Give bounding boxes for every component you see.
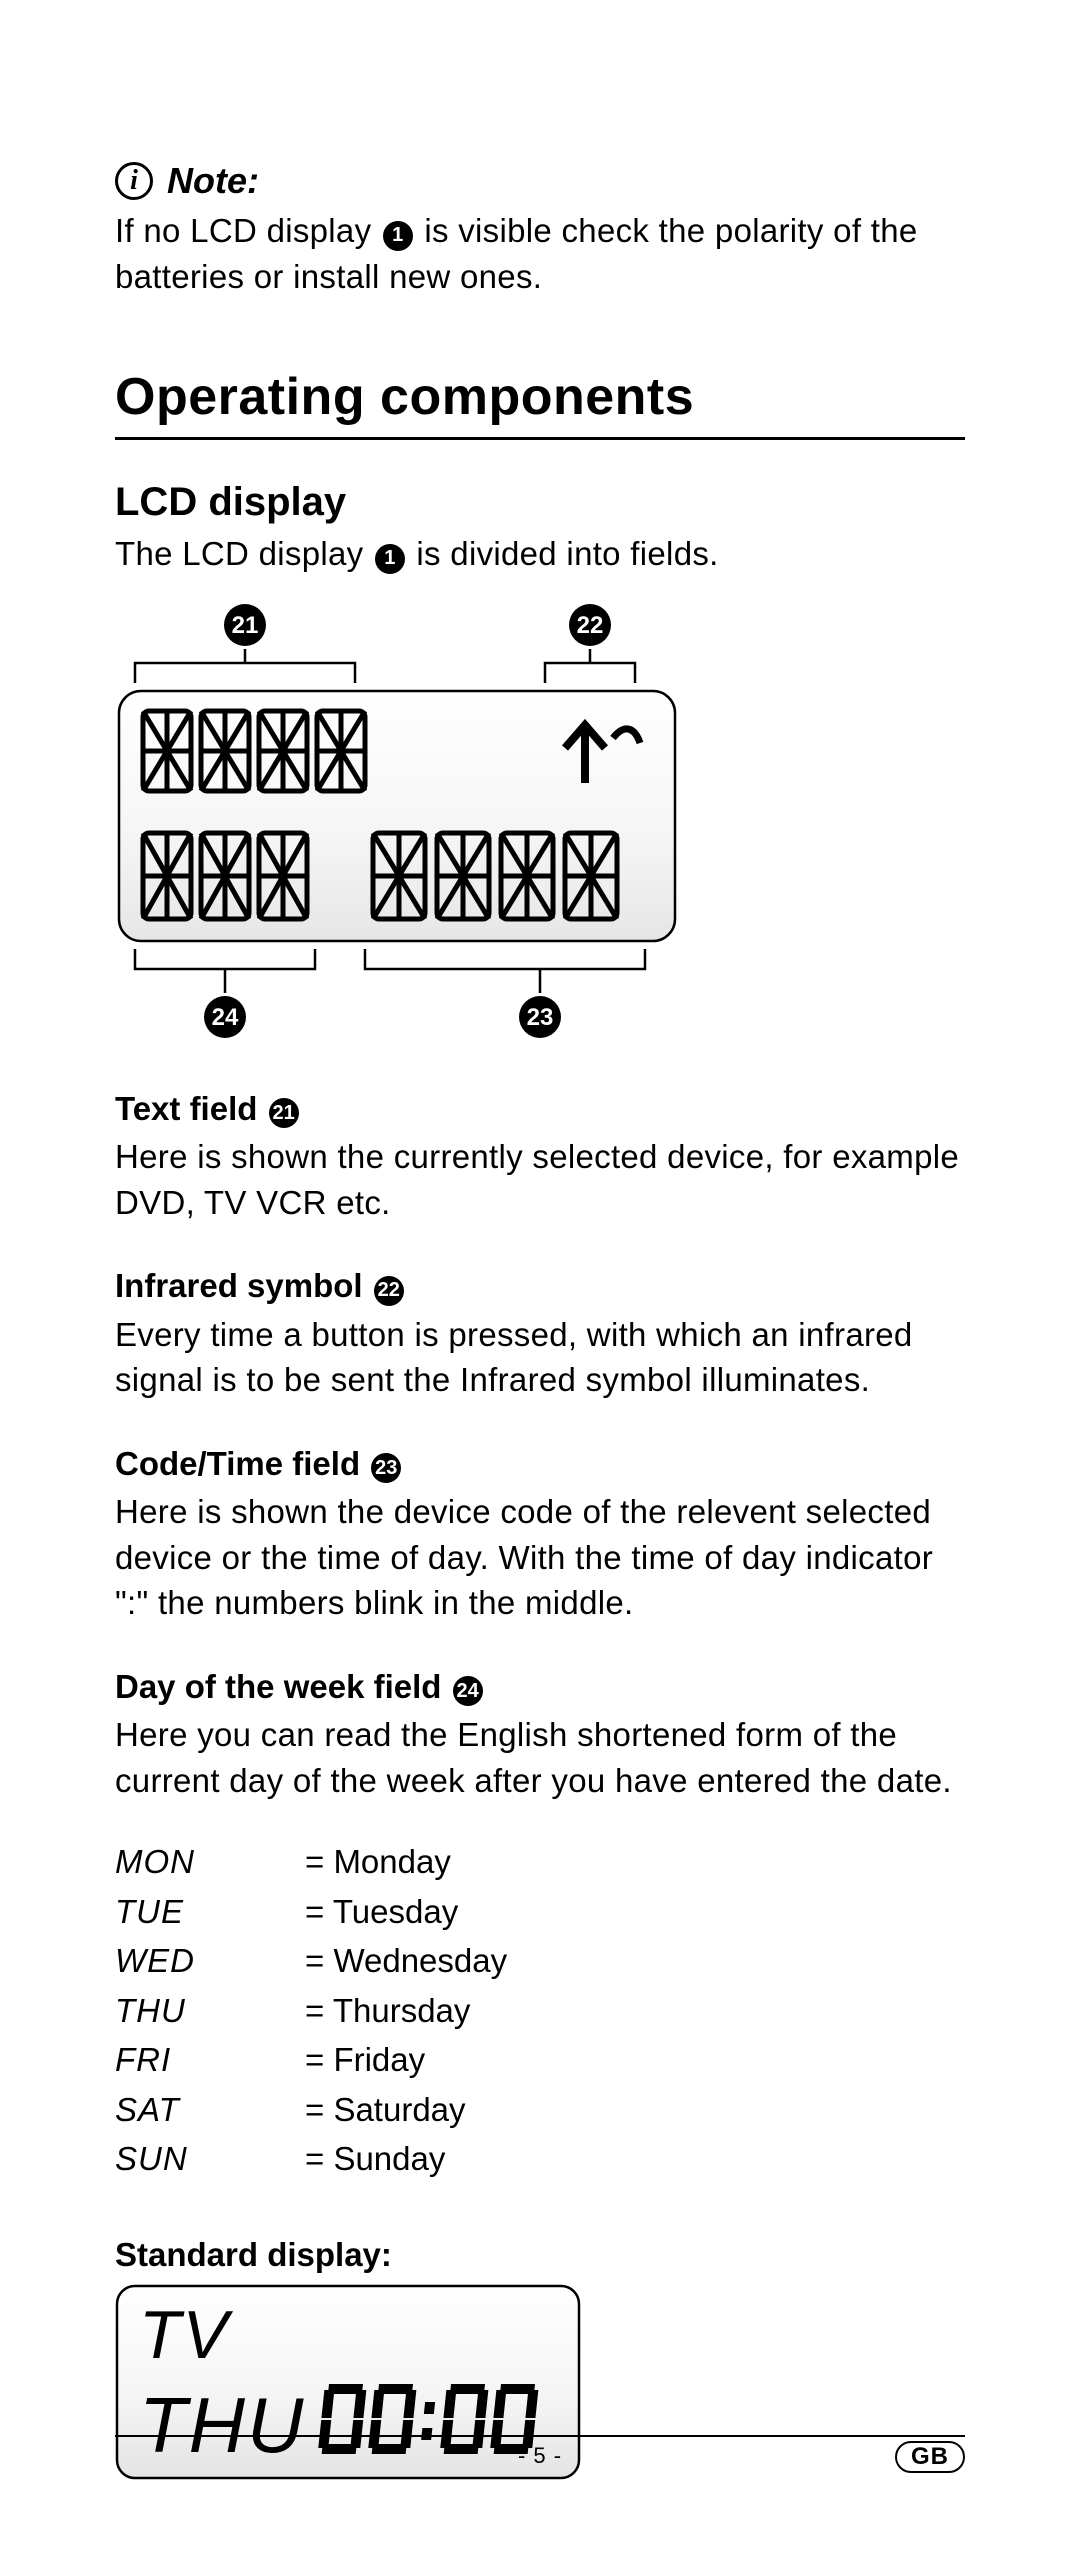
day-name: = Saturday [305, 2085, 466, 2135]
day-code: TUE [115, 1887, 305, 1937]
callout-23: 23 [519, 996, 561, 1038]
callout-24: 24 [204, 996, 246, 1038]
day-name: = Wednesday [305, 1936, 507, 1986]
svg-text:22: 22 [577, 612, 604, 639]
callout-21: 21 [224, 604, 266, 646]
day-name: = Monday [305, 1837, 451, 1887]
note-header: i Note: [115, 160, 965, 202]
day-code: SUN [115, 2134, 305, 2184]
day-code: WED [115, 1936, 305, 1986]
day-name: = Thursday [305, 1986, 470, 2036]
standard-heading: Standard display: [115, 2236, 965, 2274]
day-code: FRI [115, 2035, 305, 2085]
lcd-figure-svg: 21 22 [115, 603, 695, 1043]
manual-page: i Note: If no LCD display 1 is visible c… [0, 0, 1080, 2569]
lcd-figure: 21 22 [115, 603, 965, 1048]
text-field-body: Here is shown the currently selected dev… [115, 1134, 965, 1225]
svg-text:24: 24 [212, 1004, 239, 1031]
lcd-intro-after: is divided into fields. [407, 535, 719, 572]
day-code: SAT [115, 2085, 305, 2135]
day-row: FRI= Friday [115, 2035, 965, 2085]
note-heading: Note: [167, 160, 259, 202]
day-name: = Tuesday [305, 1887, 458, 1937]
infrared-body: Every time a button is pressed, with whi… [115, 1312, 965, 1403]
lcd-heading: LCD display [115, 480, 965, 525]
day-row: THU= Thursday [115, 1986, 965, 2036]
day-row: MON= Monday [115, 1837, 965, 1887]
svg-text:23: 23 [527, 1004, 554, 1031]
bracket-top-left [135, 649, 355, 683]
day-row: SUN= Sunday [115, 2134, 965, 2184]
bracket-bottom-left [135, 949, 315, 993]
day-code: THU [115, 1986, 305, 2036]
infrared-ref: 22 [374, 1276, 404, 1306]
code-time-ref: 23 [371, 1453, 401, 1483]
day-row: WED= Wednesday [115, 1936, 965, 1986]
svg-text:21: 21 [232, 612, 259, 639]
page-number: - 5 - [518, 2443, 562, 2469]
text-field-label: Text field 21 [115, 1090, 965, 1129]
infrared-label: Infrared symbol 22 [115, 1267, 965, 1306]
dow-ref: 24 [453, 1676, 483, 1706]
day-name: = Sunday [305, 2134, 445, 2184]
bracket-bottom-right [365, 949, 645, 993]
infrared-section: Infrared symbol 22 Every time a button i… [115, 1267, 965, 1403]
text-field-label-text: Text field [115, 1090, 267, 1127]
day-row: TUE= Tuesday [115, 1887, 965, 1937]
note-ref-1: 1 [383, 221, 413, 251]
infrared-label-text: Infrared symbol [115, 1267, 372, 1304]
section-title: Operating components [115, 367, 965, 440]
dow-label: Day of the week field 24 [115, 1668, 965, 1707]
lcd-intro-before: The LCD display [115, 535, 373, 572]
day-name: = Friday [305, 2035, 425, 2085]
code-time-label: Code/Time field 23 [115, 1445, 965, 1484]
dow-label-text: Day of the week field [115, 1668, 451, 1705]
lcd-intro: The LCD display 1 is divided into fields… [115, 531, 965, 577]
lcd-ref-1: 1 [375, 544, 405, 574]
text-field-section: Text field 21 Here is shown the currentl… [115, 1090, 965, 1226]
callout-22: 22 [569, 604, 611, 646]
page-footer: - 5 - GB [115, 2435, 965, 2469]
bracket-top-right [545, 649, 635, 683]
standard-line1: TV [139, 2297, 234, 2373]
day-table: MON= Monday TUE= Tuesday WED= Wednesday … [115, 1837, 965, 2184]
text-field-ref: 21 [269, 1098, 299, 1128]
day-code: MON [115, 1837, 305, 1887]
note-body-before: If no LCD display [115, 212, 381, 249]
note-body: If no LCD display 1 is visible check the… [115, 208, 965, 299]
code-time-section: Code/Time field 23 Here is shown the dev… [115, 1445, 965, 1626]
info-icon: i [115, 162, 153, 200]
dow-section: Day of the week field 24 Here you can re… [115, 1668, 965, 1804]
dow-body: Here you can read the English shortened … [115, 1712, 965, 1803]
code-time-label-text: Code/Time field [115, 1445, 369, 1482]
day-row: SAT= Saturday [115, 2085, 965, 2135]
locale-badge: GB [895, 2441, 965, 2473]
code-time-body: Here is shown the device code of the rel… [115, 1489, 965, 1626]
